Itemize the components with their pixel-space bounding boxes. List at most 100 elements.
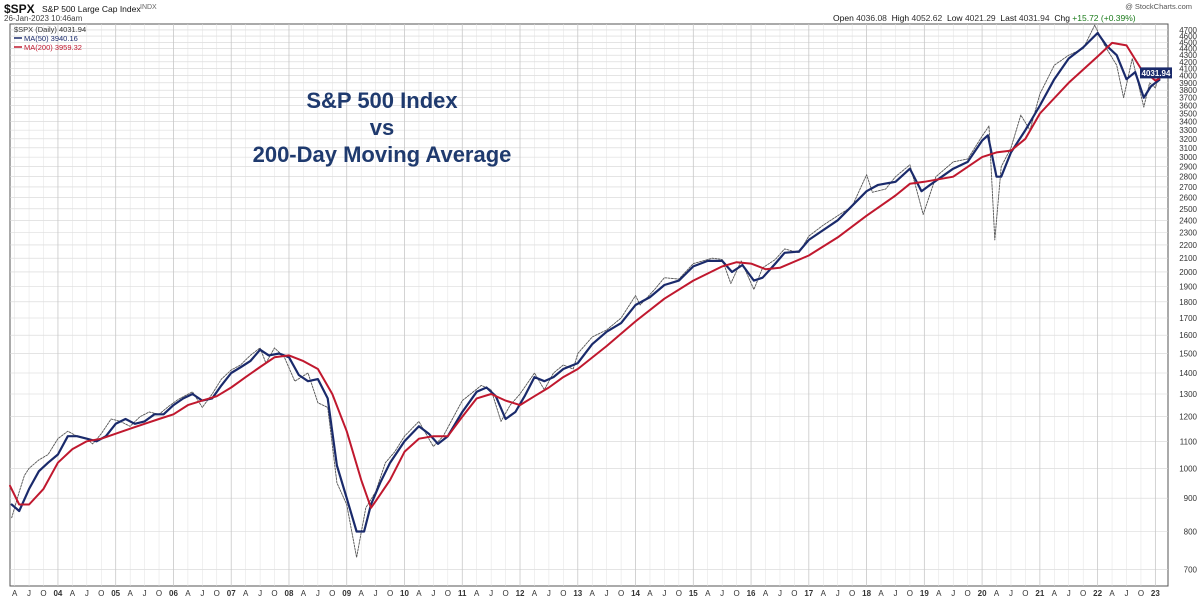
low-value: 4021.29	[964, 13, 996, 23]
y-tick-label: 1400	[1179, 369, 1197, 378]
y-tick-label: 3600	[1179, 101, 1197, 110]
x-tick-label: A	[243, 589, 249, 598]
last-value: 4031.94	[1018, 13, 1050, 23]
x-tick-label: 23	[1151, 589, 1160, 598]
chart-date: 26-Jan-2023 10:46am	[4, 14, 83, 23]
x-tick-label: J	[547, 589, 551, 598]
price-series-line	[11, 24, 1160, 558]
last-price-tag-box	[1140, 67, 1172, 79]
x-tick-label: A	[359, 589, 365, 598]
y-tick-label: 2500	[1179, 205, 1197, 214]
y-tick-label: 4700	[1179, 26, 1197, 35]
x-tick-label: J	[431, 589, 435, 598]
y-tick-label: 2600	[1179, 194, 1197, 203]
y-tick-label: 1600	[1179, 331, 1197, 340]
x-tick-label: O	[156, 589, 162, 598]
x-tick-label: O	[560, 589, 566, 598]
x-tick-label: A	[936, 589, 942, 598]
high-value: 4052.62	[911, 13, 943, 23]
y-tick-label: 2700	[1179, 183, 1197, 192]
x-tick-label: 12	[516, 589, 525, 598]
x-tick-label: J	[374, 589, 378, 598]
x-tick-label: J	[778, 589, 782, 598]
x-tick-label: O	[965, 589, 971, 598]
legend-ma200: MA(200) 3959.32	[24, 43, 82, 52]
x-tick-label: 13	[573, 589, 582, 598]
y-tick-label: 1300	[1179, 390, 1197, 399]
x-tick-label: J	[143, 589, 147, 598]
legend: $SPX (Daily) 4031.94 MA(50) 3940.16 MA(2…	[14, 25, 86, 52]
y-tick-label: 3700	[1179, 94, 1197, 103]
y-tick-label: 900	[1184, 494, 1198, 503]
x-tick-label: A	[127, 589, 133, 598]
y-tick-label: 4300	[1179, 51, 1197, 60]
low-label: Low	[946, 13, 963, 23]
legend-ma50: MA(50) 3940.16	[24, 34, 78, 43]
chg-label: Chg	[1054, 13, 1070, 23]
y-tick-label: 3500	[1179, 109, 1197, 118]
chart-exchange: INDX	[140, 4, 157, 11]
x-tick-label: J	[85, 589, 89, 598]
x-tick-label: J	[27, 589, 31, 598]
y-tick-label: 1800	[1179, 298, 1197, 307]
chart-index-name: S&P 500 Large Cap Index	[42, 4, 141, 14]
x-tick-label: J	[662, 589, 666, 598]
x-tick-label: A	[416, 589, 422, 598]
x-tick-label: O	[907, 589, 913, 598]
y-tick-label: 3800	[1179, 86, 1197, 95]
open-value: 4036.08	[856, 13, 887, 23]
y-tick-label: 3000	[1179, 153, 1197, 162]
x-tick-label: A	[647, 589, 653, 598]
x-tick-label: J	[316, 589, 320, 598]
y-tick-label: 1000	[1179, 464, 1197, 473]
x-tick-label: 08	[285, 589, 294, 598]
x-tick-label: J	[258, 589, 262, 598]
y-tick-label: 2800	[1179, 173, 1197, 182]
y-tick-label: 1500	[1179, 349, 1197, 358]
x-tick-label: 22	[1093, 589, 1102, 598]
x-tick-label: A	[590, 589, 596, 598]
ma200-series-line	[9, 41, 1161, 509]
y-tick-label: 2200	[1179, 241, 1197, 250]
y-tick-label: 3100	[1179, 144, 1197, 153]
x-tick-label: O	[40, 589, 46, 598]
ohlc-readout: Open 4036.08 High 4052.62 Low 4021.29 La…	[833, 13, 1136, 23]
y-tick-label: 800	[1184, 528, 1198, 537]
x-tick-label: O	[271, 589, 277, 598]
x-tick-label: A	[301, 589, 307, 598]
x-tick-label: O	[214, 589, 220, 598]
x-tick-label: 15	[689, 589, 698, 598]
x-tick-label: O	[329, 589, 335, 598]
x-tick-label: A	[185, 589, 191, 598]
x-tick-label: J	[1009, 589, 1013, 598]
y-tick-label: 4500	[1179, 38, 1197, 47]
x-tick-label: 21	[1035, 589, 1044, 598]
x-tick-label: 16	[747, 589, 756, 598]
x-tick-label: J	[836, 589, 840, 598]
series-layer	[9, 24, 1161, 558]
x-tick-label: O	[676, 589, 682, 598]
x-tick-label: A	[70, 589, 76, 598]
x-tick-label: 17	[804, 589, 813, 598]
x-tick-label: J	[1124, 589, 1128, 598]
legend-price: $SPX (Daily) 4031.94	[14, 25, 86, 34]
last-price-tag: 4031.94	[1140, 67, 1172, 79]
chg-value: +15.72 (+0.39%)	[1072, 13, 1136, 23]
y-tick-label: 2900	[1179, 163, 1197, 172]
grid	[10, 24, 1168, 586]
y-tick-label: 2300	[1179, 228, 1197, 237]
x-tick-label: 10	[400, 589, 409, 598]
x-tick-label: A	[1052, 589, 1058, 598]
y-tick-label: 2000	[1179, 268, 1197, 277]
y-tick-label: 3300	[1179, 126, 1197, 135]
axes: 7008009001000110012001300140015001600170…	[12, 26, 1198, 598]
x-tick-label: O	[98, 589, 104, 598]
x-tick-label: O	[618, 589, 624, 598]
overlay-title-line-1: S&P 500 Index	[306, 88, 458, 113]
last-price-tag-value: 4031.94	[1142, 69, 1171, 78]
chart-symbol: $SPX	[4, 2, 35, 16]
x-tick-label: J	[605, 589, 609, 598]
x-tick-label: A	[821, 589, 827, 598]
y-tick-label: 3200	[1179, 135, 1197, 144]
